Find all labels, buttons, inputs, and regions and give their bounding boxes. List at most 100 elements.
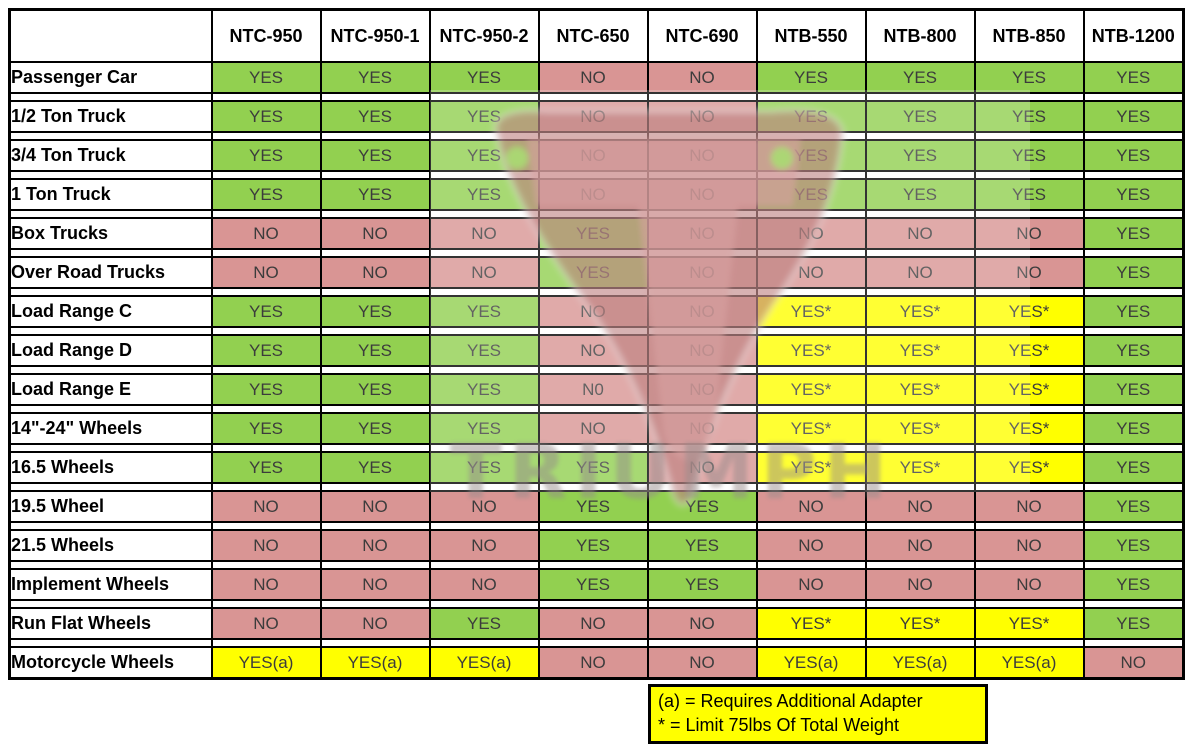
- separator-cell: [973, 482, 1085, 492]
- separator-cell: [1082, 404, 1185, 414]
- separator-cell: [1082, 560, 1185, 570]
- separator-row: [8, 92, 1185, 102]
- separator-cell: [319, 560, 431, 570]
- compat-cell: YES: [428, 451, 540, 484]
- compat-cell: NO: [537, 334, 649, 367]
- compat-cell: YES: [1082, 529, 1185, 562]
- separator-cell: [1082, 170, 1185, 180]
- compat-cell: NO: [864, 529, 976, 562]
- compat-cell: YES*: [864, 412, 976, 445]
- compat-cell: YES*: [973, 334, 1085, 367]
- compat-cell: YES: [319, 139, 431, 172]
- separator-row: [8, 131, 1185, 141]
- separator-row: [8, 170, 1185, 180]
- separator-cell: [210, 209, 322, 219]
- separator-cell: [428, 638, 540, 648]
- compat-cell: YES: [755, 100, 867, 133]
- separator-cell: [537, 599, 649, 609]
- compat-cell: NO: [755, 217, 867, 250]
- compat-cell: YES: [210, 139, 322, 172]
- separator-row: [8, 443, 1185, 453]
- table-row: Run Flat Wheels NO NO YES NO NO YES* YES* YES* YE…: [8, 607, 1185, 640]
- separator-cell: [973, 560, 1085, 570]
- separator-cell: [646, 131, 758, 141]
- compat-cell: YES: [319, 412, 431, 445]
- separator-row: [8, 326, 1185, 336]
- row-label: 16.5 Wheels: [8, 451, 213, 484]
- compat-cell: YES: [210, 451, 322, 484]
- compat-cell: YES: [1082, 490, 1185, 523]
- separator-cell: [1082, 482, 1185, 492]
- row-label: 19.5 Wheel: [8, 490, 213, 523]
- compat-cell: YES: [1082, 412, 1185, 445]
- separator-cell: [646, 209, 758, 219]
- separator-cell: [8, 209, 213, 219]
- compat-cell: NO: [210, 490, 322, 523]
- compat-cell: YES: [537, 529, 649, 562]
- compat-cell: YES: [319, 295, 431, 328]
- separator-cell: [537, 326, 649, 336]
- separator-cell: [755, 326, 867, 336]
- separator-row: [8, 248, 1185, 258]
- compat-cell: YES: [646, 568, 758, 601]
- separator-cell: [319, 443, 431, 453]
- row-label: Over Road Trucks: [8, 256, 213, 289]
- separator-cell: [864, 209, 976, 219]
- compat-cell: YES(a): [755, 646, 867, 680]
- compat-cell: YES: [210, 100, 322, 133]
- separator-cell: [973, 287, 1085, 297]
- column-header: NTB-850: [973, 8, 1085, 63]
- compat-cell: YES: [319, 100, 431, 133]
- table-row: 14"-24" Wheels YES YES YES NO NO YES* YES* YES* Y…: [8, 412, 1185, 445]
- compat-cell: NO: [428, 256, 540, 289]
- separator-cell: [864, 287, 976, 297]
- separator-cell: [210, 638, 322, 648]
- compat-cell: YES: [1082, 256, 1185, 289]
- separator-cell: [537, 482, 649, 492]
- compat-cell: YES: [428, 607, 540, 640]
- separator-cell: [755, 92, 867, 102]
- separator-cell: [210, 131, 322, 141]
- separator-cell: [210, 248, 322, 258]
- row-label: 3/4 Ton Truck: [8, 139, 213, 172]
- separator-cell: [319, 170, 431, 180]
- compat-cell: YES: [428, 334, 540, 367]
- separator-cell: [428, 131, 540, 141]
- compat-cell: NO: [319, 217, 431, 250]
- column-header: NTC-950: [210, 8, 322, 63]
- separator-cell: [864, 443, 976, 453]
- column-header: NTB-800: [864, 8, 976, 63]
- compat-cell: NO: [537, 178, 649, 211]
- compat-cell: NO: [755, 256, 867, 289]
- separator-cell: [973, 209, 1085, 219]
- compat-cell: NO: [973, 529, 1085, 562]
- separator-cell: [1082, 131, 1185, 141]
- compat-cell: NO: [537, 646, 649, 680]
- compat-cell: NO: [646, 217, 758, 250]
- separator-cell: [319, 482, 431, 492]
- compat-cell: NO: [537, 100, 649, 133]
- separator-cell: [1082, 443, 1185, 453]
- table-row: Box Trucks NO NO NO YES NO NO NO NO YES: [8, 217, 1185, 250]
- separator-cell: [537, 209, 649, 219]
- legend-box: (a) = Requires Additional Adapter * = Li…: [648, 684, 988, 744]
- table-row: 3/4 Ton Truck YES YES YES NO NO YES YES YES YES: [8, 139, 1185, 172]
- separator-cell: [973, 404, 1085, 414]
- compat-cell: YES*: [864, 451, 976, 484]
- separator-row: [8, 365, 1185, 375]
- compat-cell: NO: [646, 412, 758, 445]
- compat-cell: NO: [210, 529, 322, 562]
- compat-cell: NO: [319, 490, 431, 523]
- compat-cell: YES: [1082, 373, 1185, 406]
- compat-cell: YES: [973, 178, 1085, 211]
- compat-cell: YES: [646, 529, 758, 562]
- separator-cell: [864, 404, 976, 414]
- compat-cell: NO: [319, 256, 431, 289]
- row-label: Motorcycle Wheels: [8, 646, 213, 680]
- compat-cell: YES: [319, 61, 431, 94]
- separator-cell: [319, 209, 431, 219]
- separator-cell: [1082, 521, 1185, 531]
- compat-cell: NO: [210, 217, 322, 250]
- compat-cell: NO: [1082, 646, 1185, 680]
- compat-cell: NO: [537, 295, 649, 328]
